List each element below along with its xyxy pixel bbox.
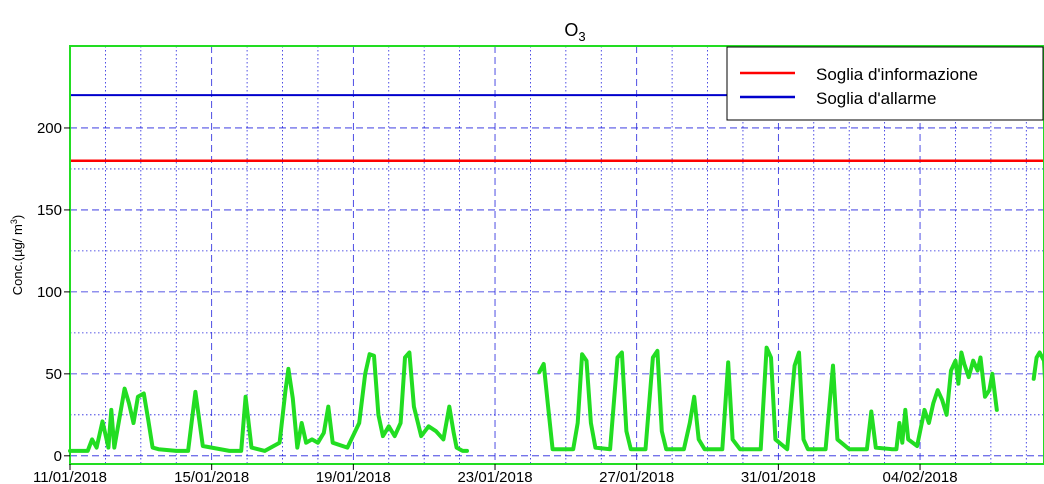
y-axis-label-superscript: 3	[9, 219, 19, 224]
y-tick-label: 0	[54, 448, 62, 465]
o3-series-line	[1031, 350, 1044, 397]
x-tick-label: 23/01/2018	[457, 469, 532, 484]
y-axis-label: Conc.(µg/ m3)	[9, 215, 25, 295]
x-tick-label: 27/01/2018	[599, 469, 674, 484]
y-tick-label: 150	[37, 202, 62, 219]
o3-series-line	[68, 350, 469, 453]
y-axis: 0 50 100 150 200	[37, 120, 70, 465]
x-tick-label: 15/01/2018	[174, 469, 249, 484]
x-tick-label: 11/01/2018	[33, 469, 107, 484]
legend-label-information-threshold: Soglia d'informazione	[816, 65, 978, 84]
legend-label-alarm-threshold: Soglia d'allarme	[816, 89, 936, 108]
legend-box	[726, 46, 1044, 121]
y-tick-label: 200	[37, 120, 62, 137]
chart-title-main: O	[564, 20, 578, 40]
y-tick-label: 50	[45, 366, 62, 383]
plot-frame	[69, 45, 1044, 465]
x-tick-label: 04/02/2018	[882, 469, 957, 484]
legend: Soglia d'informazione Soglia d'allarme	[726, 46, 1044, 121]
minor-grid	[70, 46, 1044, 464]
chart-title-subscript: 3	[578, 29, 585, 44]
x-tick-label: 31/01/2018	[741, 469, 816, 484]
o3-series-line	[537, 345, 999, 452]
chart-title: O3	[564, 20, 585, 44]
y-tick-label: 100	[37, 284, 62, 301]
x-tick-label: 19/01/2018	[316, 469, 391, 484]
series-layer	[68, 345, 1044, 453]
y-axis-label-main: Conc.(µg/ m	[10, 224, 25, 295]
x-axis: 11/01/2018 15/01/2018 19/01/2018 23/01/2018…	[33, 464, 958, 484]
major-grid	[69, 46, 1044, 464]
y-axis-label-tail: )	[10, 215, 25, 219]
